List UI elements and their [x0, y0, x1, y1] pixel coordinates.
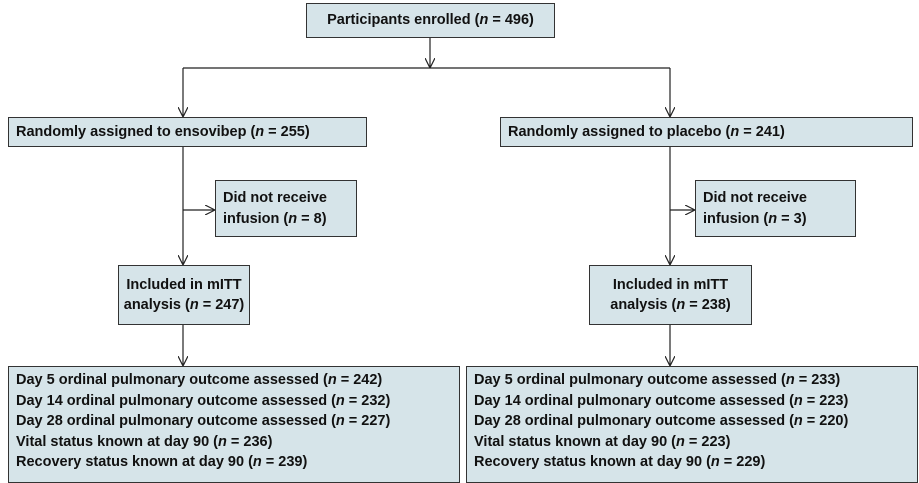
- variable: n: [793, 413, 803, 429]
- text: = 247): [198, 297, 245, 313]
- text: = 8): [297, 210, 327, 227]
- text: Participants enrolled (: [327, 12, 480, 29]
- text: Recovery status known at day 90 (: [474, 454, 711, 470]
- enrolled-box: Participants enrolled (n = 496): [306, 3, 555, 38]
- text: = 229): [719, 454, 766, 470]
- variable: n: [730, 123, 740, 140]
- variable: n: [218, 433, 227, 450]
- text: = 220): [802, 413, 849, 429]
- text-line: Day 14 ordinal pulmonary outcome assesse…: [16, 391, 459, 412]
- text-line: analysis (n = 247): [119, 295, 249, 316]
- text: = 241): [739, 123, 785, 140]
- text: = 3): [777, 210, 807, 227]
- text: Randomly assigned to ensovibep (: [16, 123, 256, 140]
- text: Day 28 ordinal pulmonary outcome assesse…: [16, 413, 336, 429]
- text: = 238): [685, 297, 731, 313]
- text-line: Did not receive: [703, 188, 855, 209]
- text: infusion (: [223, 210, 289, 227]
- text-line: infusion (n = 3): [703, 209, 855, 230]
- outcome-box: Day 5 ordinal pulmonary outcome assessed…: [8, 366, 460, 483]
- variable: n: [676, 433, 685, 450]
- text: Day 14 ordinal pulmonary outcome assesse…: [474, 392, 794, 409]
- outcome-box: Day 5 ordinal pulmonary outcome assessed…: [466, 366, 918, 483]
- text-line: Recovery status known at day 90 (n = 229…: [474, 452, 917, 473]
- text: = 255): [264, 123, 310, 140]
- variable: n: [189, 297, 199, 313]
- text-line: Vital status known at day 90 (n = 236): [16, 432, 459, 453]
- text: Recovery status known at day 90 (: [16, 454, 253, 470]
- text: = 242): [336, 372, 383, 388]
- text-line: Vital status known at day 90 (n = 223): [474, 432, 917, 453]
- text: Day 5 ordinal pulmonary outcome assessed…: [474, 372, 786, 388]
- text: analysis (: [610, 297, 677, 313]
- placebo-box: Randomly assigned to placebo (n = 241): [500, 117, 913, 147]
- text: Day 5 ordinal pulmonary outcome assessed…: [16, 372, 328, 388]
- text-line: infusion (n = 8): [223, 209, 356, 230]
- text-line: Participants enrolled (n = 496): [307, 10, 554, 31]
- variable: n: [479, 12, 489, 29]
- text: Randomly assigned to placebo (: [508, 123, 731, 140]
- text: Did not receive: [223, 190, 327, 206]
- text: analysis (: [123, 297, 190, 313]
- text-line: Day 28 ordinal pulmonary outcome assesse…: [16, 411, 459, 432]
- variable: n: [335, 413, 345, 429]
- text: = 236): [226, 433, 273, 450]
- exclusion-box: Did not receive infusion (n = 8): [215, 180, 357, 237]
- variable: n: [255, 123, 265, 140]
- text-line: Day 28 ordinal pulmonary outcome assesse…: [474, 411, 917, 432]
- text: = 496): [488, 12, 534, 29]
- text: infusion (: [703, 210, 769, 227]
- variable: n: [710, 454, 720, 470]
- variable: n: [327, 372, 337, 388]
- text: = 232): [344, 392, 391, 409]
- variable: n: [793, 392, 803, 409]
- text: Included in mITT: [126, 276, 242, 293]
- text-line: Did not receive: [223, 188, 356, 209]
- text: = 239): [261, 454, 308, 470]
- text: Included in mITT: [612, 276, 729, 293]
- variable: n: [288, 210, 298, 227]
- text-line: Included in mITT: [119, 275, 249, 296]
- variable: n: [676, 297, 686, 313]
- mitt-box: Included in mITT analysis (n = 238): [589, 265, 752, 325]
- text: = 233): [794, 372, 841, 388]
- text-line: Recovery status known at day 90 (n = 239…: [16, 452, 459, 473]
- text-line: Randomly assigned to ensovibep (n = 255): [16, 122, 366, 143]
- mitt-box: Included in mITT analysis (n = 247): [118, 265, 250, 325]
- text: = 223): [684, 433, 731, 450]
- variable: n: [785, 372, 795, 388]
- text: = 227): [344, 413, 391, 429]
- text: Did not receive: [703, 190, 807, 206]
- variable: n: [335, 392, 345, 409]
- text-line: Randomly assigned to placebo (n = 241): [508, 122, 912, 143]
- text: = 223): [802, 392, 849, 409]
- text: Vital status known at day 90 (: [474, 433, 676, 450]
- text-line: analysis (n = 238): [590, 295, 751, 316]
- text-line: Day 14 ordinal pulmonary outcome assesse…: [474, 391, 917, 412]
- exclusion-box: Did not receive infusion (n = 3): [695, 180, 856, 237]
- text-line: Day 5 ordinal pulmonary outcome assessed…: [16, 370, 459, 391]
- text: Vital status known at day 90 (: [16, 433, 218, 450]
- ensovibep-box: Randomly assigned to ensovibep (n = 255): [8, 117, 367, 147]
- variable: n: [252, 454, 262, 470]
- text: Day 28 ordinal pulmonary outcome assesse…: [474, 413, 794, 429]
- variable: n: [768, 210, 778, 227]
- text: Day 14 ordinal pulmonary outcome assesse…: [16, 392, 336, 409]
- text-line: Included in mITT: [590, 275, 751, 296]
- text-line: Day 5 ordinal pulmonary outcome assessed…: [474, 370, 917, 391]
